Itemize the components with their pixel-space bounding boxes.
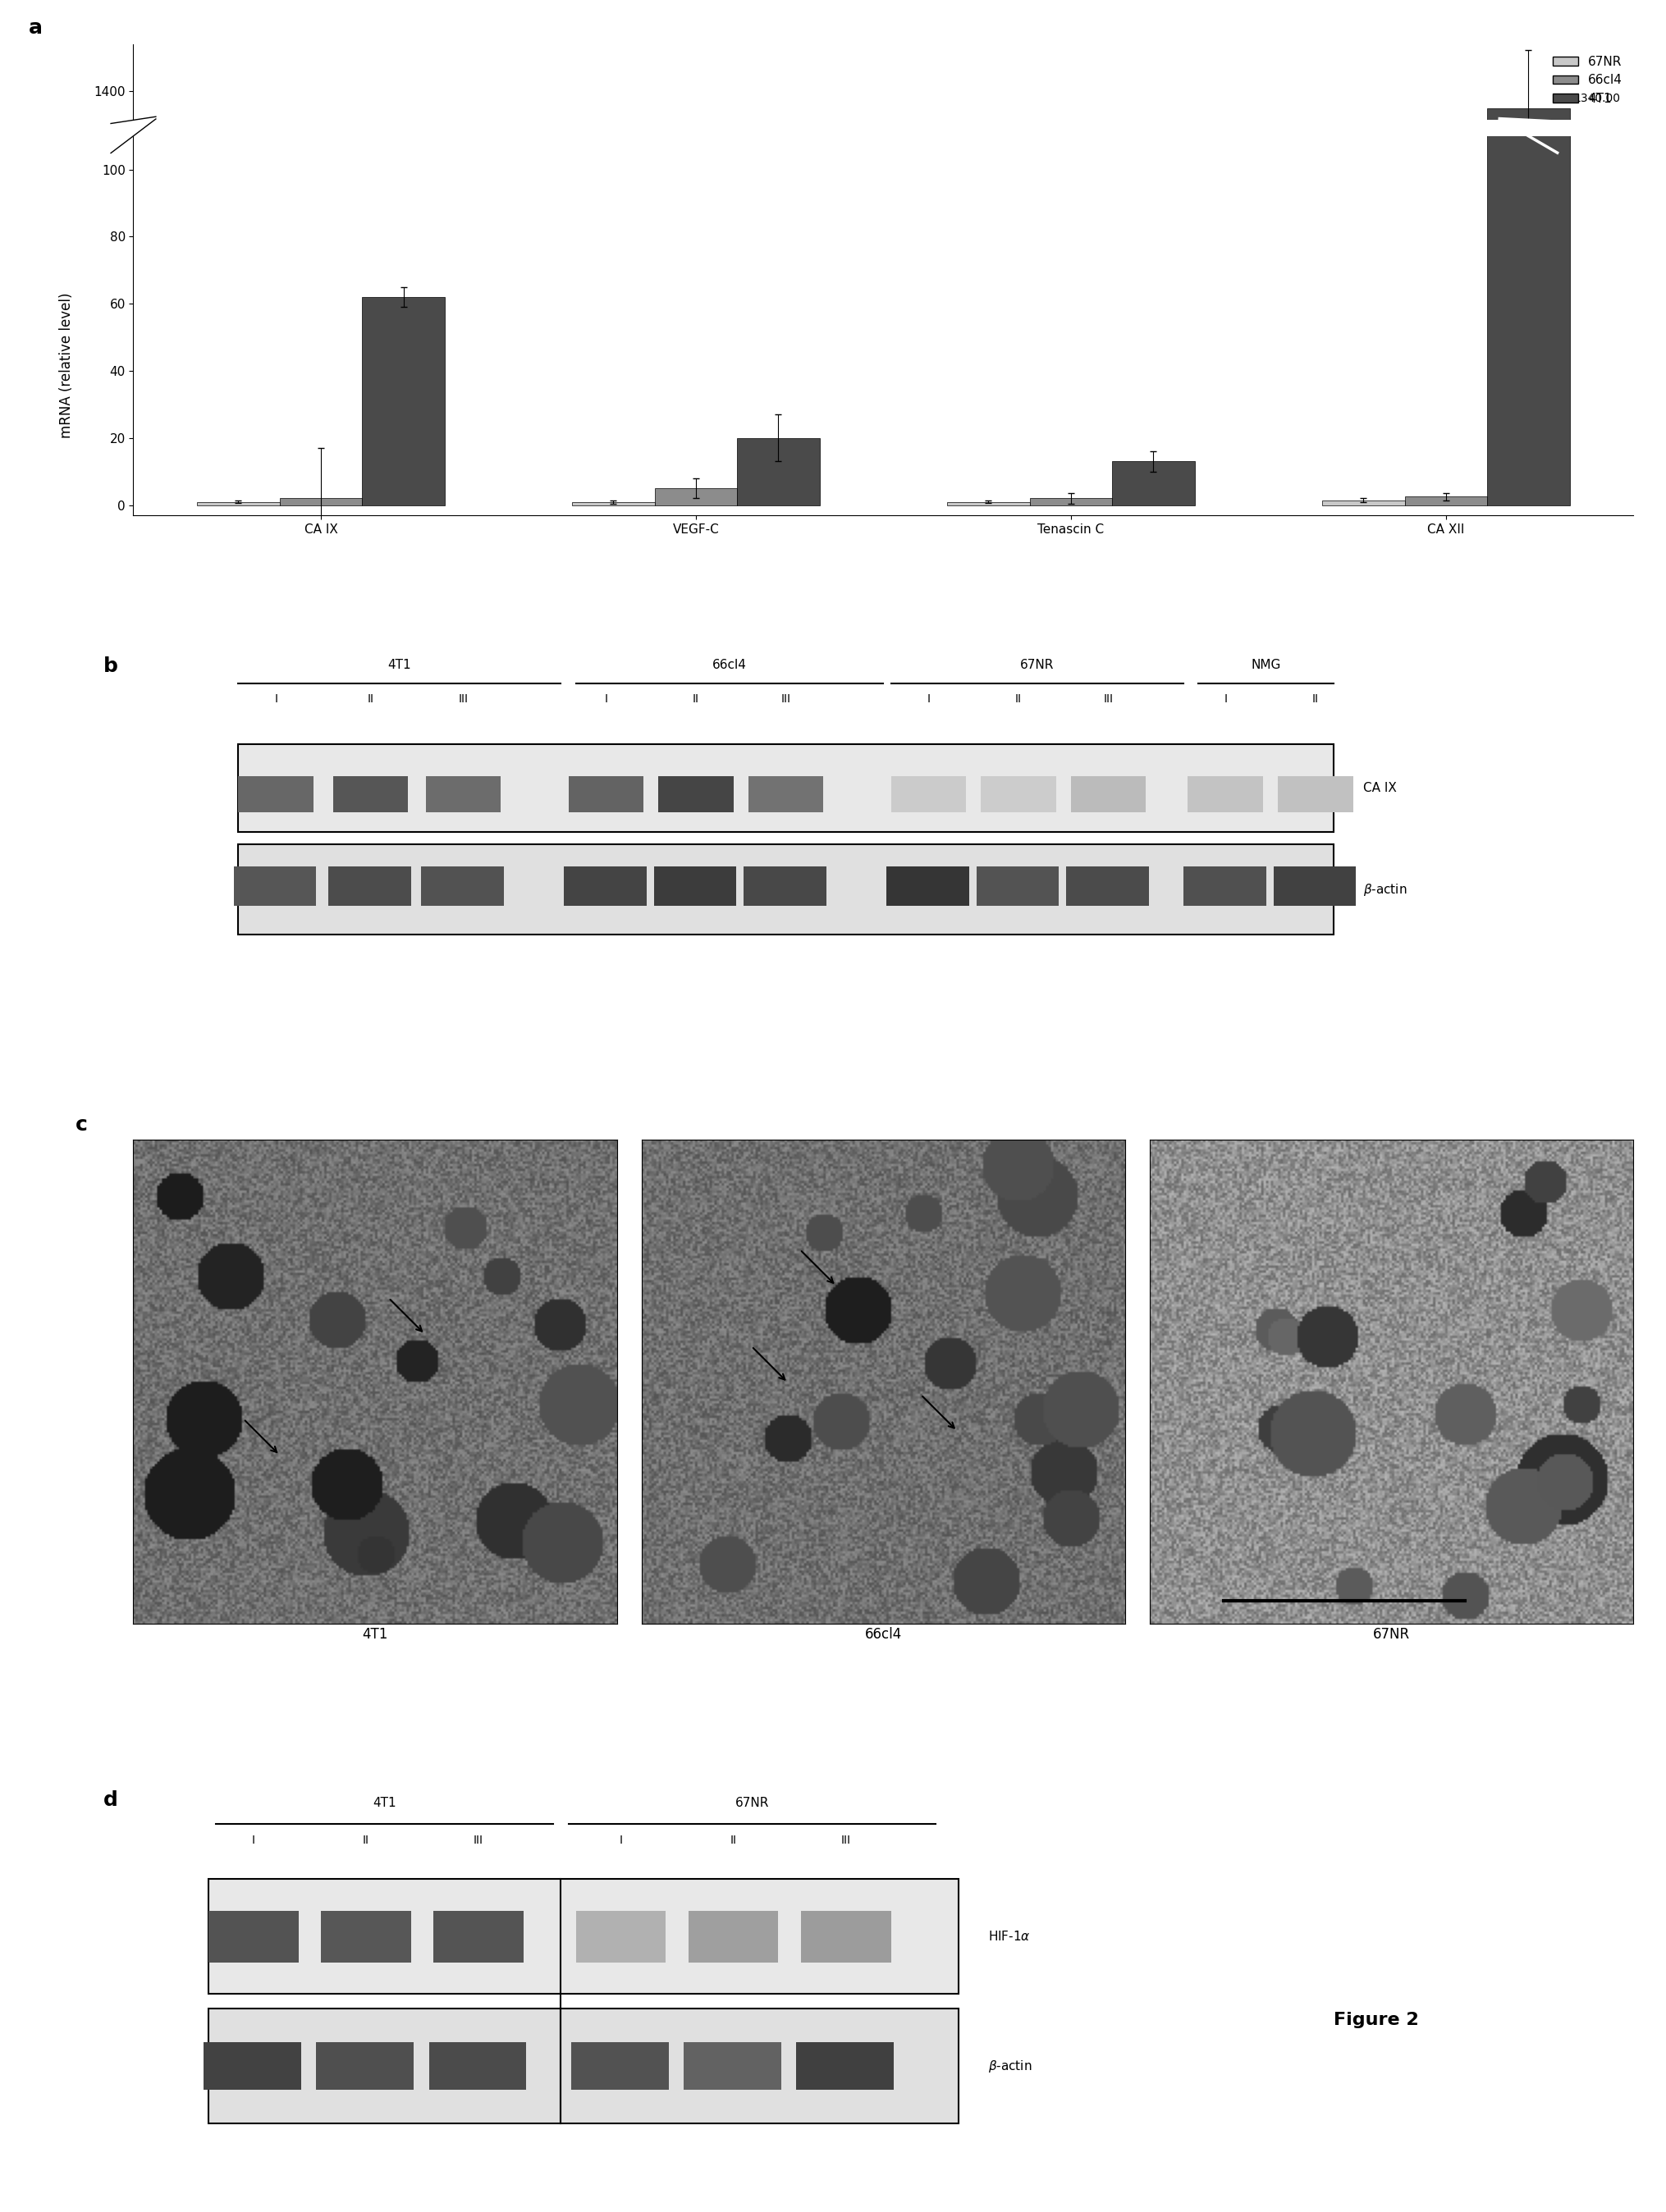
Bar <box>421 867 503 907</box>
Bar <box>238 776 313 812</box>
Bar <box>1486 108 1569 500</box>
Bar <box>208 1880 958 1993</box>
X-axis label: 66cl4: 66cl4 <box>865 1626 901 1641</box>
Text: II: II <box>730 1834 736 1845</box>
Bar <box>890 776 965 812</box>
Bar <box>1111 495 1195 500</box>
Bar <box>683 2042 781 2090</box>
Text: HIF-1$\alpha$: HIF-1$\alpha$ <box>988 1929 1030 1942</box>
Text: I: I <box>252 1834 255 1845</box>
Bar <box>796 2042 893 2090</box>
Text: I: I <box>1223 692 1226 706</box>
Text: III: III <box>458 692 468 706</box>
Bar <box>571 502 655 504</box>
Text: III: III <box>781 692 790 706</box>
Text: I: I <box>926 692 930 706</box>
Text: III: III <box>473 1834 483 1845</box>
Text: II: II <box>363 1834 368 1845</box>
Text: II: II <box>1311 692 1318 706</box>
Bar <box>571 2042 668 2090</box>
Text: I: I <box>275 692 277 706</box>
Text: III: III <box>841 1834 850 1845</box>
Bar <box>433 1911 523 1962</box>
Text: 4T1: 4T1 <box>373 1796 397 1809</box>
Text: $\beta$-actin: $\beta$-actin <box>988 2057 1031 2075</box>
Text: NMG: NMG <box>1251 659 1279 672</box>
Text: Figure 2: Figure 2 <box>1333 2011 1418 2028</box>
Text: b: b <box>103 657 118 677</box>
Bar <box>1278 776 1353 812</box>
Bar <box>238 845 1333 936</box>
Bar <box>576 1911 666 1962</box>
Bar <box>426 776 500 812</box>
Bar <box>976 867 1058 907</box>
Bar <box>743 867 826 907</box>
Bar <box>980 776 1056 812</box>
Bar <box>362 296 445 504</box>
Bar <box>362 482 445 500</box>
Legend: 67NR, 66cl4, 4T1: 67NR, 66cl4, 4T1 <box>1548 51 1626 111</box>
Bar <box>1188 776 1263 812</box>
Text: $\beta$-actin: $\beta$-actin <box>1363 883 1406 898</box>
Text: I: I <box>605 692 606 706</box>
Bar <box>655 489 736 504</box>
Bar <box>1183 867 1266 907</box>
Bar <box>568 776 643 812</box>
Bar <box>658 776 733 812</box>
Text: 67NR: 67NR <box>1020 659 1053 672</box>
Bar <box>238 743 1333 832</box>
Bar <box>886 867 968 907</box>
Bar <box>1486 0 1569 504</box>
Bar <box>208 1911 298 1962</box>
Text: mRNA (relative level): mRNA (relative level) <box>60 292 73 438</box>
Bar <box>1070 776 1145 812</box>
Bar <box>688 1911 778 1962</box>
Text: III: III <box>1103 692 1113 706</box>
Bar <box>736 493 820 500</box>
Bar <box>800 1911 890 1962</box>
Bar <box>1030 498 1111 504</box>
Text: 1340.00: 1340.00 <box>1573 93 1619 104</box>
Bar <box>1273 867 1354 907</box>
Text: II: II <box>367 692 373 706</box>
Text: CA IX: CA IX <box>1363 781 1396 794</box>
Text: II: II <box>693 692 698 706</box>
Bar <box>1404 498 1486 504</box>
Bar <box>233 867 317 907</box>
Text: a: a <box>28 18 42 38</box>
Text: I: I <box>620 1834 621 1845</box>
Bar <box>197 502 280 504</box>
Text: 67NR: 67NR <box>735 1796 768 1809</box>
Bar <box>280 498 362 504</box>
Bar <box>428 2042 526 2090</box>
Bar <box>203 2042 302 2090</box>
X-axis label: 4T1: 4T1 <box>362 1626 388 1641</box>
Bar <box>748 776 823 812</box>
Bar <box>1066 867 1148 907</box>
Bar <box>653 867 736 907</box>
Text: d: d <box>103 1790 118 1809</box>
Bar <box>333 776 408 812</box>
Bar <box>208 2008 958 2124</box>
Bar <box>736 438 820 504</box>
Text: II: II <box>1015 692 1021 706</box>
X-axis label: 67NR: 67NR <box>1373 1626 1409 1641</box>
Bar <box>1321 500 1404 504</box>
Bar <box>317 2042 413 2090</box>
Bar <box>563 867 646 907</box>
Bar <box>946 502 1030 504</box>
Bar <box>320 1911 410 1962</box>
Text: 4T1: 4T1 <box>388 659 412 672</box>
Bar <box>328 867 410 907</box>
Bar <box>1111 462 1195 504</box>
Text: c: c <box>75 1115 87 1135</box>
Text: 66cl4: 66cl4 <box>711 659 746 672</box>
